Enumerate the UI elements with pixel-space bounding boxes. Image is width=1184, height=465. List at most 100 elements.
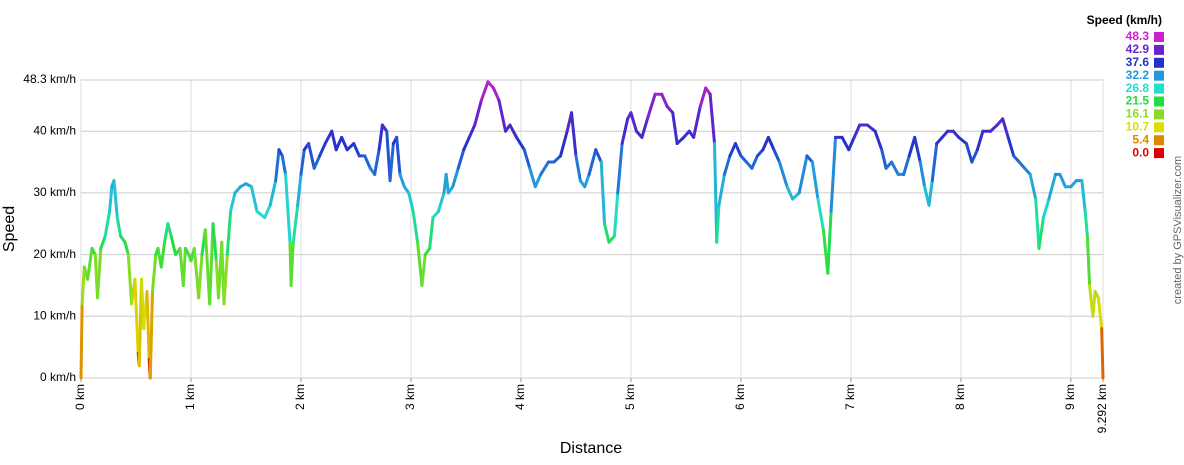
- speed-segment: [479, 80, 490, 102]
- speed-segment: [797, 154, 809, 195]
- legend-swatch: [1154, 57, 1164, 68]
- speed-segment: [377, 123, 384, 152]
- speed-segment: [574, 154, 582, 183]
- y-tick-label: 10 km/h: [33, 308, 76, 322]
- speed-segment: [675, 135, 686, 146]
- speed-segment: [847, 135, 856, 152]
- speed-segment: [407, 191, 415, 213]
- speed-segment: [1058, 172, 1067, 189]
- speed-segment: [708, 92, 717, 146]
- speed-segment: [840, 135, 851, 152]
- speed-segment: [528, 166, 537, 189]
- speed-segment: [148, 290, 154, 380]
- speed-segment: [274, 148, 281, 183]
- speed-segment: [1100, 327, 1105, 380]
- speed-segment: [99, 234, 107, 250]
- speed-segment: [473, 98, 483, 127]
- speed-segment: [570, 111, 578, 158]
- speed-segment: [462, 135, 471, 152]
- speed-segment: [436, 191, 446, 213]
- legend-label: 21.5: [1126, 94, 1150, 108]
- speed-segment: [166, 222, 173, 238]
- legend-title: Speed (km/h): [1087, 13, 1162, 27]
- x-tick-label: 5 km: [623, 384, 637, 410]
- speed-segment: [1037, 216, 1045, 250]
- x-tick-label: 7 km: [843, 384, 857, 410]
- speed-segment: [660, 92, 669, 109]
- x-tick-label: 9 km: [1063, 384, 1077, 410]
- y-axis-title: Speed: [1, 206, 18, 252]
- speed-segment: [491, 86, 501, 102]
- speed-segment: [280, 154, 288, 176]
- speed-segment: [222, 253, 229, 306]
- speed-segment: [80, 265, 86, 306]
- speed-segment: [698, 86, 708, 109]
- speed-segment: [515, 135, 526, 152]
- speed-segment: [533, 172, 543, 189]
- legend-label: 37.6: [1126, 55, 1150, 69]
- speed-segment: [692, 105, 702, 139]
- speed-segment: [420, 253, 427, 287]
- speed-segment: [791, 191, 801, 201]
- speed-segment: [733, 142, 743, 158]
- speed-segment: [902, 154, 911, 176]
- speed-segment: [907, 135, 917, 158]
- speed-segment: [594, 148, 603, 164]
- speed-segment: [816, 197, 825, 232]
- speed-segment: [559, 129, 569, 158]
- speed-segment: [640, 117, 649, 139]
- speed-segment: [612, 191, 620, 238]
- speed-segment: [398, 172, 406, 189]
- speed-segment: [428, 216, 435, 250]
- speed-segment: [715, 203, 721, 244]
- speed-segment: [826, 209, 833, 275]
- speed-segment: [927, 179, 934, 207]
- speed-segment: [761, 135, 770, 152]
- speed-segment: [197, 253, 204, 300]
- speed-segment: [880, 148, 888, 170]
- speed-segment: [508, 123, 519, 139]
- x-tick-label: 1 km: [183, 384, 197, 410]
- speed-segment: [123, 240, 130, 257]
- speed-segment: [785, 185, 795, 201]
- speed-segment: [1085, 234, 1092, 287]
- speed-segment: [395, 135, 402, 176]
- y-tick-label: 20 km/h: [33, 247, 76, 261]
- speed-segment: [126, 253, 134, 306]
- speed-segment: [852, 123, 862, 139]
- speed-segment: [451, 166, 460, 189]
- speed-segment: [766, 135, 776, 152]
- speed-segment: [289, 240, 295, 287]
- speed-segment: [79, 302, 84, 380]
- speed-segment: [95, 246, 103, 300]
- legend-swatch: [1154, 122, 1164, 133]
- speed-segment: [1028, 172, 1038, 201]
- speed-segment: [970, 148, 979, 164]
- speed-segment: [1091, 290, 1097, 318]
- x-tick-label: 9.292 km: [1095, 384, 1109, 433]
- speed-segment: [772, 148, 781, 164]
- speed-segment: [829, 135, 838, 213]
- speed-segment: [299, 148, 306, 176]
- legend-label: 0.0: [1132, 145, 1149, 159]
- legend-swatch: [1154, 148, 1164, 159]
- speed-segment: [352, 142, 361, 158]
- speed-segment: [620, 117, 630, 146]
- legend-swatch: [1154, 109, 1164, 120]
- speed-segment: [229, 191, 237, 213]
- speed-segment: [1001, 117, 1010, 139]
- speed-segment: [957, 135, 968, 146]
- speed-segment: [456, 148, 466, 170]
- speed-segment: [810, 160, 820, 201]
- legend-swatch: [1154, 44, 1164, 55]
- speed-segment: [616, 142, 624, 195]
- speed-segment: [587, 148, 598, 176]
- x-tick-label: 3 km: [403, 384, 417, 410]
- speed-segment: [975, 129, 985, 152]
- speed-segment: [330, 129, 338, 152]
- speed-segment: [1041, 197, 1051, 220]
- speed-segment: [181, 246, 187, 287]
- speed-segment: [1080, 179, 1087, 213]
- speed-segment: [583, 172, 591, 189]
- y-tick-label: 40 km/h: [33, 123, 76, 137]
